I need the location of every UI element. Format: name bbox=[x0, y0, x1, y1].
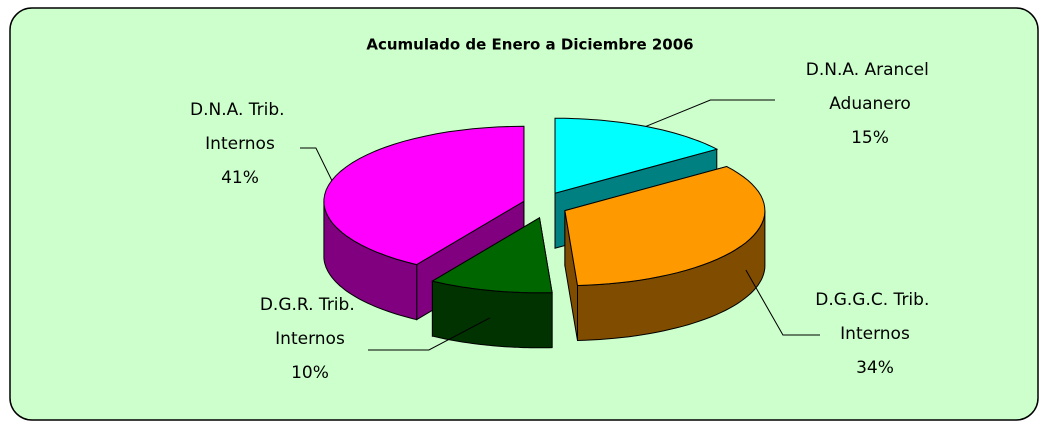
leader-line bbox=[645, 99, 775, 127]
value-label: 10% bbox=[291, 363, 329, 383]
value-label: 15% bbox=[851, 128, 889, 148]
leader-line bbox=[368, 317, 491, 351]
slice-top bbox=[564, 165, 766, 287]
slice bbox=[564, 165, 766, 342]
category-label: D.G.G.C. Trib. Internos bbox=[815, 290, 935, 344]
value-label: 34% bbox=[856, 358, 894, 378]
leader-line bbox=[745, 269, 820, 336]
category-label: D.N.A. Trib. Internos bbox=[190, 100, 290, 154]
category-label: D.G.R. Trib. Internos bbox=[260, 295, 360, 349]
category-label: D.N.A. Arancel Aduanero bbox=[806, 60, 935, 114]
leader-line bbox=[300, 147, 333, 181]
value-label: 41% bbox=[221, 168, 259, 188]
chart-title: Acumulado de Enero a Diciembre 2006 bbox=[366, 36, 693, 54]
slice bbox=[431, 216, 553, 349]
slice-top bbox=[431, 216, 553, 294]
